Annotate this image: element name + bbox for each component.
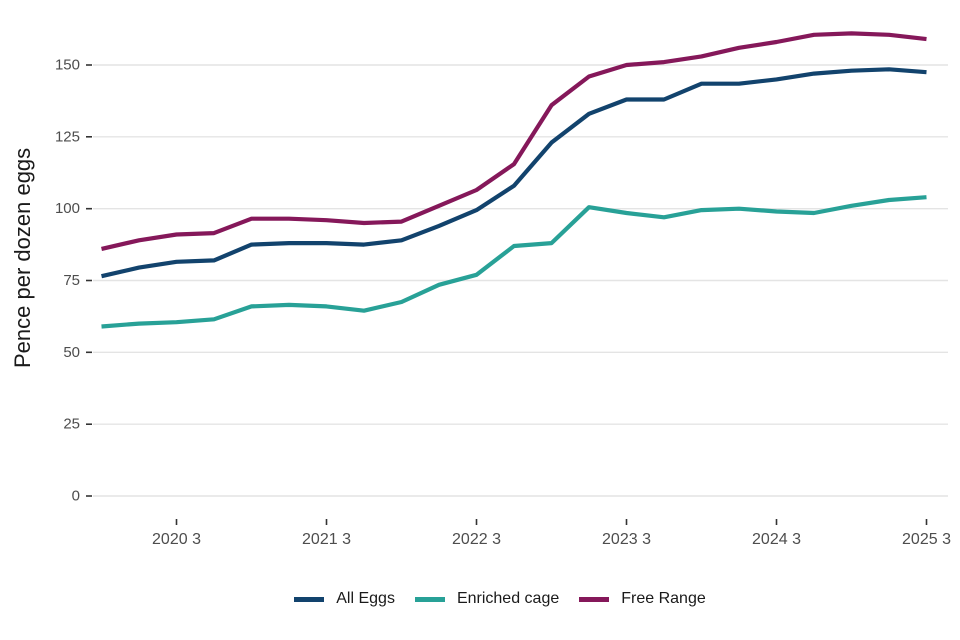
series-line-free-range xyxy=(101,31,927,251)
legend-item-free-range: Free Range xyxy=(579,590,706,608)
y-tick-label: 150 xyxy=(55,57,80,74)
y-tick-label: 100 xyxy=(55,200,80,217)
x-tick-label: 2024 3 xyxy=(752,531,801,548)
x-tick-label: 2022 3 xyxy=(452,531,501,548)
plot-area: 0 25 50 75 100 125 150 2020 3 2021 3 2022 3 2023 3… xyxy=(55,31,951,548)
y-tick-label: 50 xyxy=(63,344,80,361)
legend-label-free-range: Free Range xyxy=(621,590,706,607)
x-tick-label: 2025 3 xyxy=(902,531,951,548)
x-tick-label: 2021 3 xyxy=(302,531,351,548)
legend-swatch-enriched-cage xyxy=(414,596,445,602)
legend-item-all-eggs: All Eggs xyxy=(294,590,395,608)
y-tick-label: 75 xyxy=(63,272,80,289)
y-tick-label: 25 xyxy=(63,416,80,433)
y-tick-label: 0 xyxy=(72,488,80,505)
x-tick-label: 2023 3 xyxy=(602,531,651,548)
x-tick-label: 2020 3 xyxy=(152,531,201,548)
series-line-all-eggs xyxy=(101,67,927,279)
series-line-enriched-cage xyxy=(101,195,927,329)
legend-label-all-eggs: All Eggs xyxy=(336,590,395,607)
y-tick-label: 125 xyxy=(55,128,80,145)
legend-swatch-free-range xyxy=(579,596,610,602)
legend-swatch-all-eggs xyxy=(294,596,325,602)
legend: All Eggs Enriched cage Free Range xyxy=(0,586,960,612)
legend-item-enriched-cage: Enriched cage xyxy=(414,590,560,608)
y-axis-title: Pence per dozen eggs xyxy=(10,147,35,369)
legend-label-enriched-cage: Enriched cage xyxy=(456,590,560,607)
